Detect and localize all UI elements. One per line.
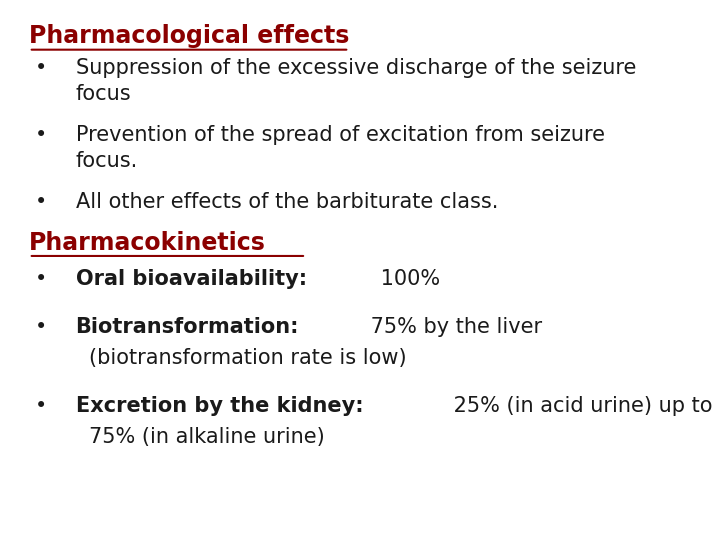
Text: 75% by the liver: 75% by the liver — [364, 317, 542, 337]
Text: •: • — [35, 192, 48, 212]
Text: Suppression of the excessive discharge of the seizure
focus: Suppression of the excessive discharge o… — [76, 58, 636, 104]
Text: 75% (in alkaline urine): 75% (in alkaline urine) — [89, 427, 324, 447]
Text: Pharmacokinetics: Pharmacokinetics — [29, 231, 266, 254]
Text: Oral bioavailability:: Oral bioavailability: — [76, 269, 307, 289]
Text: Prevention of the spread of excitation from seizure
focus.: Prevention of the spread of excitation f… — [76, 125, 605, 171]
Text: 25% (in acid urine) up to: 25% (in acid urine) up to — [446, 396, 712, 416]
Text: •: • — [35, 58, 48, 78]
Text: •: • — [35, 125, 48, 145]
Text: Excretion by the kidney:: Excretion by the kidney: — [76, 396, 363, 416]
Text: 100%: 100% — [374, 269, 440, 289]
Text: •: • — [35, 396, 48, 416]
Text: Biotransformation:: Biotransformation: — [76, 317, 299, 337]
Text: (biotransformation rate is low): (biotransformation rate is low) — [89, 348, 406, 368]
Text: •: • — [35, 317, 48, 337]
Text: All other effects of the barbiturate class.: All other effects of the barbiturate cla… — [76, 192, 498, 212]
Text: Pharmacological effects: Pharmacological effects — [29, 24, 349, 48]
Text: •: • — [35, 269, 48, 289]
